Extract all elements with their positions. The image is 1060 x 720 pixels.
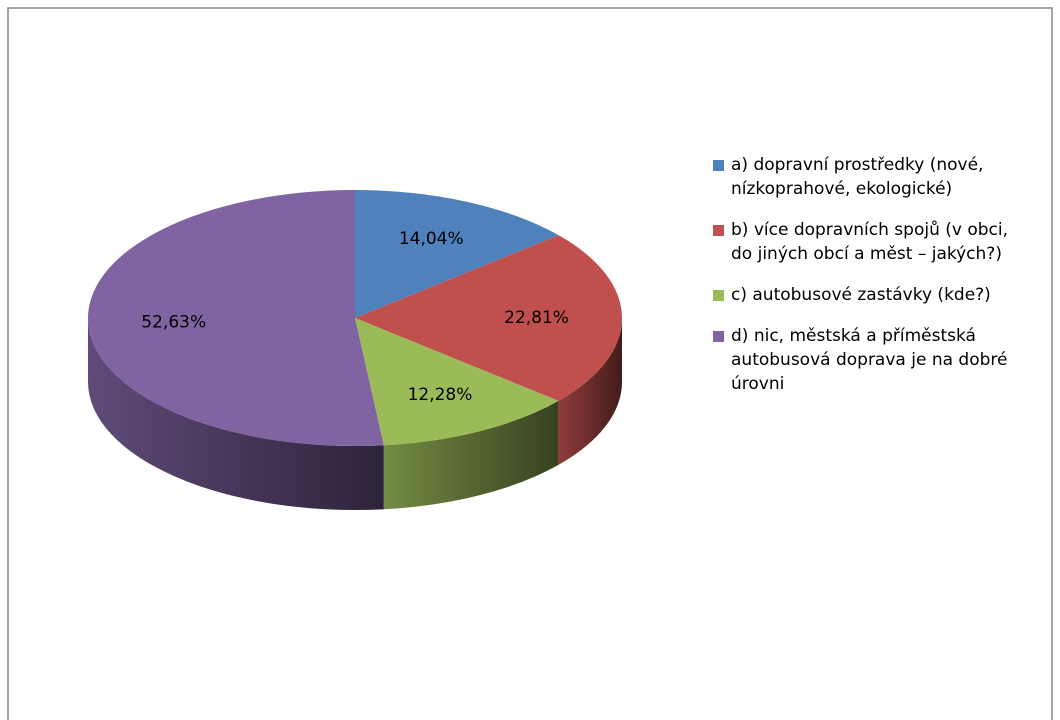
slice bbox=[355, 318, 559, 446]
legend-swatch bbox=[713, 160, 724, 171]
legend-label: a) dopravní prostředky (nové, nízkopraho… bbox=[731, 155, 984, 199]
legend-swatch bbox=[713, 290, 724, 301]
legend-swatch bbox=[713, 331, 724, 342]
data-label: 22,81% bbox=[504, 308, 569, 328]
slice-side bbox=[383, 400, 559, 510]
data-label: 12,28% bbox=[408, 385, 473, 405]
legend-label: d) nic, městská a příměstská autobusová … bbox=[731, 326, 1008, 394]
legend-label: c) autobusové zastávky (kde?) bbox=[731, 285, 991, 305]
legend-item: c) autobusové zastávky (kde?) bbox=[713, 283, 1043, 307]
legend-item: b) více dopravních spojů (v obci, do jin… bbox=[713, 218, 1043, 266]
legend: a) dopravní prostředky (nové, nízkopraho… bbox=[713, 153, 1043, 396]
legend-item: d) nic, městská a příměstská autobusová … bbox=[713, 324, 1043, 396]
legend-swatch bbox=[713, 225, 724, 236]
slice bbox=[87, 190, 384, 447]
slice bbox=[355, 190, 559, 318]
legend-label: b) více dopravních spojů (v obci, do jin… bbox=[731, 220, 1009, 264]
slice bbox=[355, 235, 623, 401]
data-label: 52,63% bbox=[141, 313, 206, 333]
slice-side bbox=[558, 318, 622, 465]
slice-side bbox=[88, 318, 384, 510]
data-label: 14,04% bbox=[399, 229, 464, 249]
legend-item: a) dopravní prostředky (nové, nízkopraho… bbox=[713, 153, 1043, 201]
